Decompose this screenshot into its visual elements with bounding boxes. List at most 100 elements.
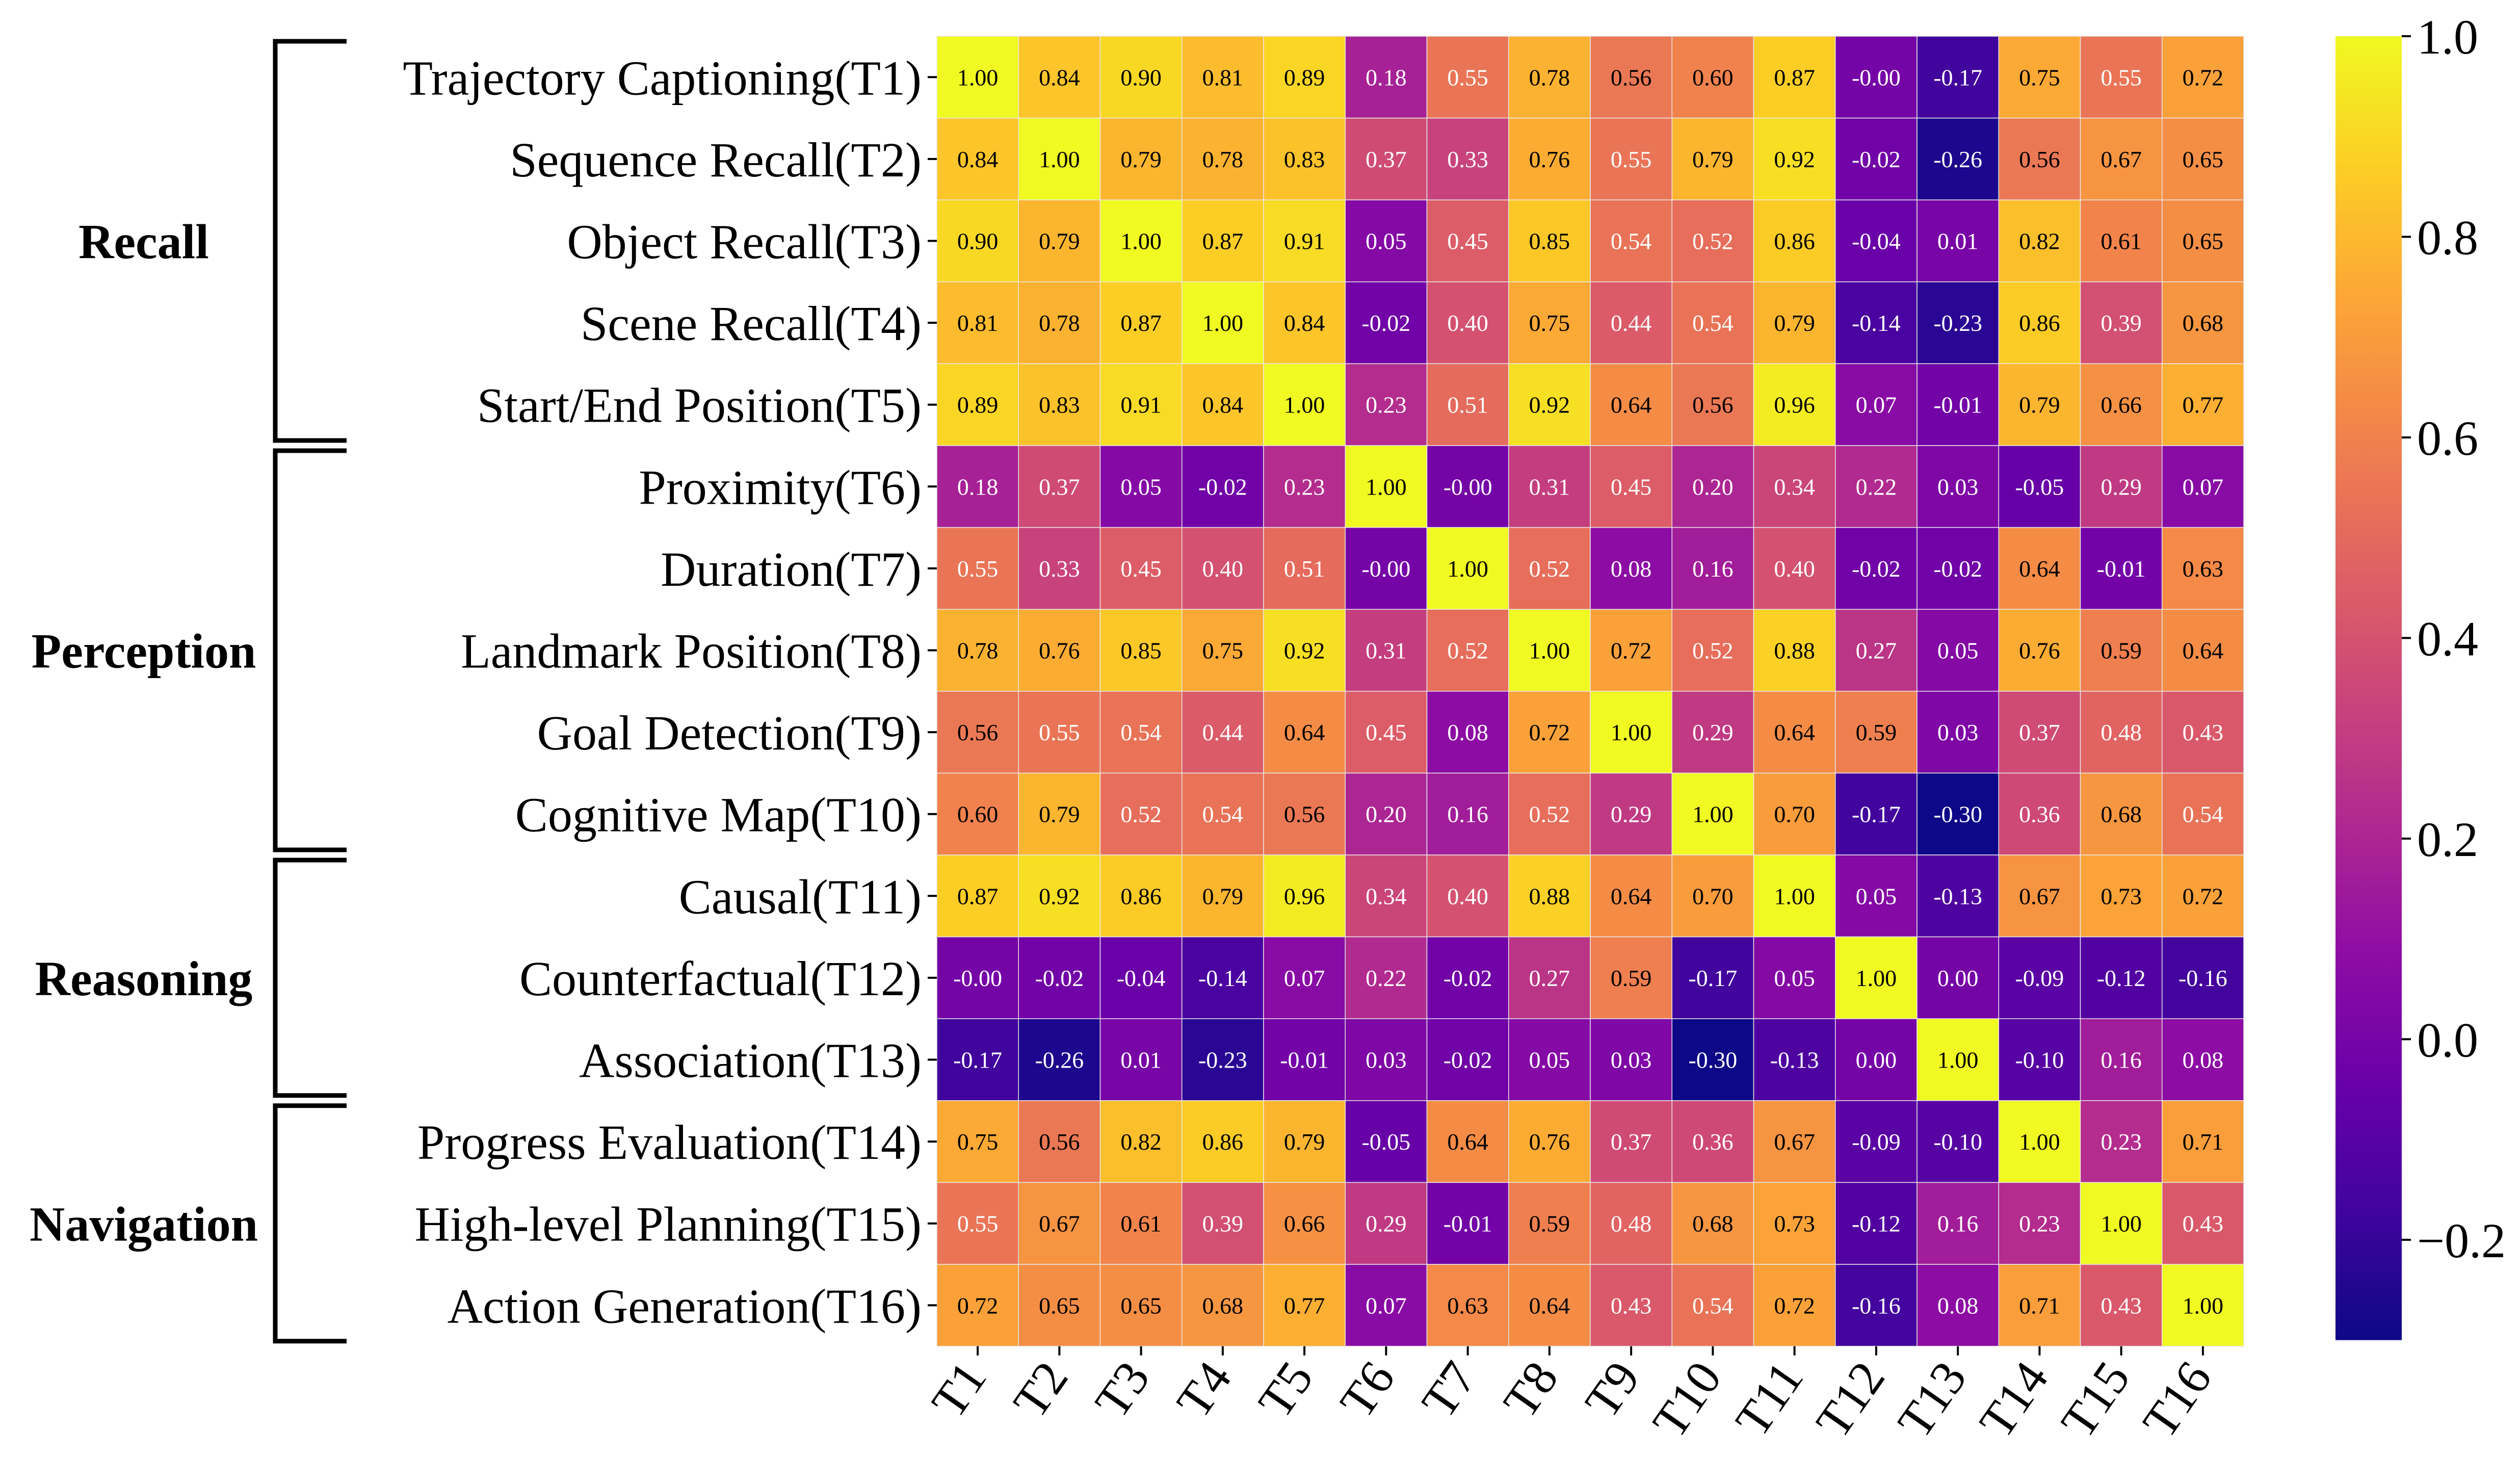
cell-value-label: 0.37 (1039, 474, 1080, 500)
cell-value-label: 0.64 (1611, 392, 1652, 418)
cell-value-label: 0.63 (2183, 556, 2224, 582)
row-label: Object Recall(T3) (567, 215, 922, 269)
heatmap-cell (1753, 363, 1836, 446)
row-label: Causal(T11) (679, 869, 922, 924)
heatmap-cell (1753, 609, 1836, 692)
cell-value-label: -0.13 (1770, 1047, 1819, 1073)
cell-value-label: 0.75 (1529, 310, 1570, 336)
cell-value-label: -0.14 (1852, 310, 1901, 336)
heatmap-cell (2080, 691, 2163, 774)
heatmap-cell (1998, 445, 2081, 528)
cell-value-label: 0.75 (2019, 64, 2060, 90)
cell-value-label: 0.43 (1611, 1292, 1652, 1318)
cell-value-label: 0.05 (1774, 965, 1815, 991)
heatmap-cell (1345, 117, 1428, 200)
cell-value-label: 0.83 (1039, 392, 1080, 418)
heatmap-cell (1508, 609, 1591, 692)
cell-value-label: 0.75 (957, 1129, 999, 1155)
column-label: T13 (1887, 1352, 1977, 1447)
cell-value-label: 1.00 (1774, 883, 1815, 909)
cell-value-label: 0.79 (1202, 883, 1244, 909)
cell-value-label: 0.54 (1692, 1292, 1734, 1318)
heatmap-cell (1753, 1264, 1836, 1347)
heatmap-cell (1018, 936, 1101, 1019)
heatmap-cell (2162, 363, 2244, 446)
column-label: T2 (1003, 1352, 1079, 1428)
heatmap-cell (1671, 36, 1754, 119)
row-label: Sequence Recall(T2) (510, 133, 922, 187)
heatmap-cell (1998, 363, 2081, 446)
group-bracket (273, 448, 347, 852)
cell-value-label: 0.05 (1366, 228, 1407, 254)
heatmap-cell (2080, 1018, 2163, 1101)
cell-value-label: 0.64 (1284, 719, 1325, 745)
heatmap-cell (1345, 445, 1428, 528)
heatmap-cell (1508, 1264, 1591, 1347)
row-label: Trajectory Captioning(T1) (403, 50, 922, 105)
colorbar-tick-label: 0.2 (2417, 812, 2478, 867)
heatmap-cell (1099, 117, 1183, 200)
heatmap-cell (1099, 691, 1183, 774)
cell-value-label: 0.92 (1039, 883, 1080, 909)
heatmap-cell (1998, 1018, 2081, 1101)
heatmap-cell (1426, 445, 1509, 528)
cell-value-label: 0.18 (1366, 64, 1407, 90)
heatmap-cell (1426, 854, 1509, 938)
heatmap-cell (1099, 363, 1183, 446)
heatmap-cell (1508, 854, 1591, 938)
heatmap-cell (1426, 527, 1509, 610)
heatmap-cell (1508, 527, 1591, 610)
cell-value-label: 0.76 (2019, 638, 2060, 664)
cell-value-label: 0.08 (2183, 1047, 2224, 1073)
cell-value-label: -0.17 (953, 1047, 1002, 1073)
cell-value-label: 0.71 (2183, 1129, 2224, 1155)
cell-value-label: 0.05 (1120, 474, 1162, 500)
cell-value-label: 0.56 (1611, 64, 1652, 90)
cell-value-label: 0.56 (2019, 146, 2060, 172)
cell-value-label: 0.63 (1447, 1292, 1488, 1318)
cell-value-label: 0.54 (2183, 801, 2224, 827)
heatmap-cell (1998, 36, 2081, 119)
heatmap-cell (1182, 117, 1264, 200)
cell-value-label: 0.55 (1039, 719, 1080, 745)
cell-value-label: 0.90 (957, 228, 999, 254)
cell-value-label: 0.81 (1202, 64, 1244, 90)
cell-value-label: 1.00 (1202, 310, 1244, 336)
cell-value-label: 0.82 (2019, 228, 2060, 254)
cell-value-label: 0.54 (1611, 228, 1652, 254)
heatmap-cell (1835, 36, 1918, 119)
group-label: Perception (32, 624, 256, 679)
heatmap-cell (2080, 936, 2163, 1019)
cell-value-label: 0.31 (1366, 638, 1407, 664)
cell-value-label: 1.00 (1611, 719, 1652, 745)
cell-value-label: -0.00 (1361, 556, 1410, 582)
cell-value-label: 0.44 (1202, 719, 1244, 745)
colorbar-tick-label: 0.6 (2417, 411, 2478, 465)
heatmap-cell (1671, 527, 1754, 610)
heatmap-cell (1345, 1264, 1428, 1347)
heatmap-cell (2162, 445, 2244, 528)
cell-value-label: 0.03 (1366, 1047, 1407, 1073)
cell-value-label: 0.70 (1692, 883, 1734, 909)
cell-value-label: 0.61 (2101, 228, 2142, 254)
cell-value-label: 0.79 (1774, 310, 1815, 336)
cell-value-label: 0.20 (1366, 801, 1407, 827)
cell-value-label: 0.34 (1774, 474, 1815, 500)
cell-value-label: 0.75 (1202, 638, 1244, 664)
cell-value-label: 0.55 (957, 1211, 999, 1237)
cell-value-label: 0.86 (2019, 310, 2060, 336)
cell-value-label: 0.07 (1284, 965, 1325, 991)
cell-value-label: 0.52 (1529, 801, 1570, 827)
cell-value-label: 0.85 (1529, 228, 1570, 254)
row-label: Start/End Position(T5) (477, 378, 922, 433)
heatmap-cell (1835, 609, 1918, 692)
heatmap-cell (1508, 363, 1591, 446)
heatmap-cell (1345, 772, 1428, 855)
cell-value-label: 0.23 (2019, 1211, 2060, 1237)
cell-value-label: -0.01 (1443, 1211, 1492, 1237)
heatmap-cell (1590, 1100, 1672, 1183)
cell-value-label: -0.09 (2015, 965, 2064, 991)
cell-value-label: 0.65 (2183, 228, 2224, 254)
